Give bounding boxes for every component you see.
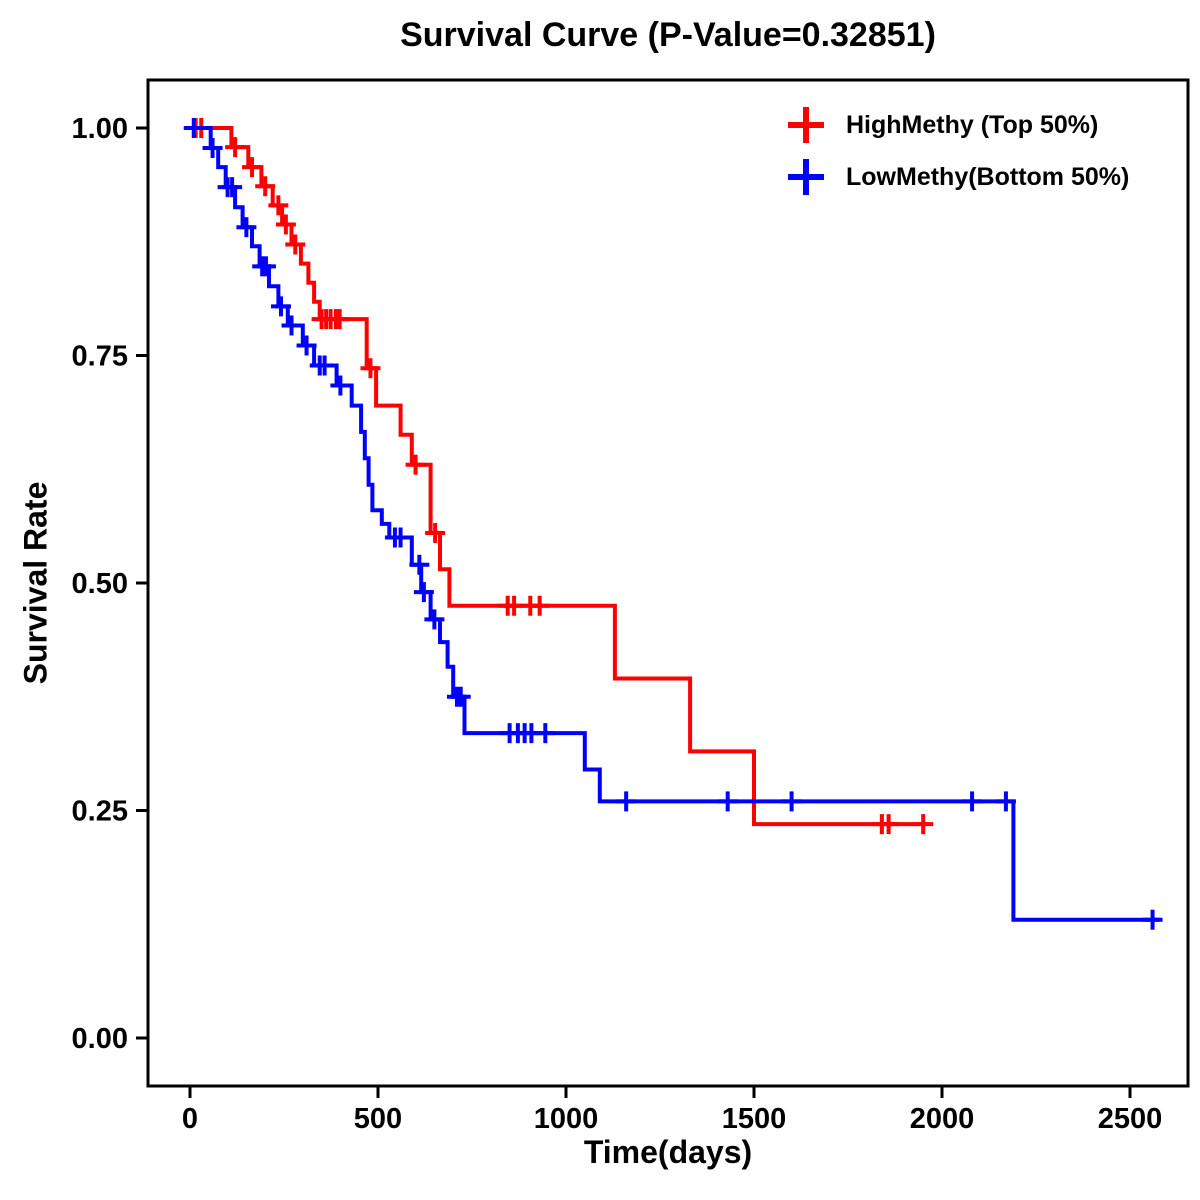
legend: HighMethy (Top 50%) LowMethy(Bottom 50%) <box>788 106 1129 196</box>
svg-text:1500: 1500 <box>722 1103 787 1135</box>
svg-text:1.00: 1.00 <box>72 113 128 145</box>
legend-label-lowmethy: LowMethy(Bottom 50%) <box>846 162 1130 191</box>
legend-item-lowmethy: LowMethy(Bottom 50%) <box>788 158 1129 196</box>
svg-text:2500: 2500 <box>1098 1103 1163 1135</box>
plus-marker-icon <box>788 159 824 195</box>
svg-text:500: 500 <box>354 1103 402 1135</box>
svg-text:0.00: 0.00 <box>72 1023 128 1055</box>
svg-text:0.75: 0.75 <box>72 341 128 373</box>
legend-label-highmethy: HighMethy (Top 50%) <box>846 110 1099 139</box>
plus-marker-icon <box>788 107 824 143</box>
y-axis-label: Survival Rate <box>17 481 54 685</box>
svg-text:1000: 1000 <box>534 1103 599 1135</box>
svg-text:0.50: 0.50 <box>72 568 128 600</box>
chart-title: Survival Curve (P-Value=0.32851) <box>400 16 936 54</box>
svg-text:2000: 2000 <box>910 1103 975 1135</box>
svg-text:0: 0 <box>182 1103 198 1135</box>
svg-text:0.25: 0.25 <box>72 796 128 828</box>
x-axis-label: Time(days) <box>583 1134 753 1170</box>
legend-item-highmethy: HighMethy (Top 50%) <box>788 106 1129 144</box>
